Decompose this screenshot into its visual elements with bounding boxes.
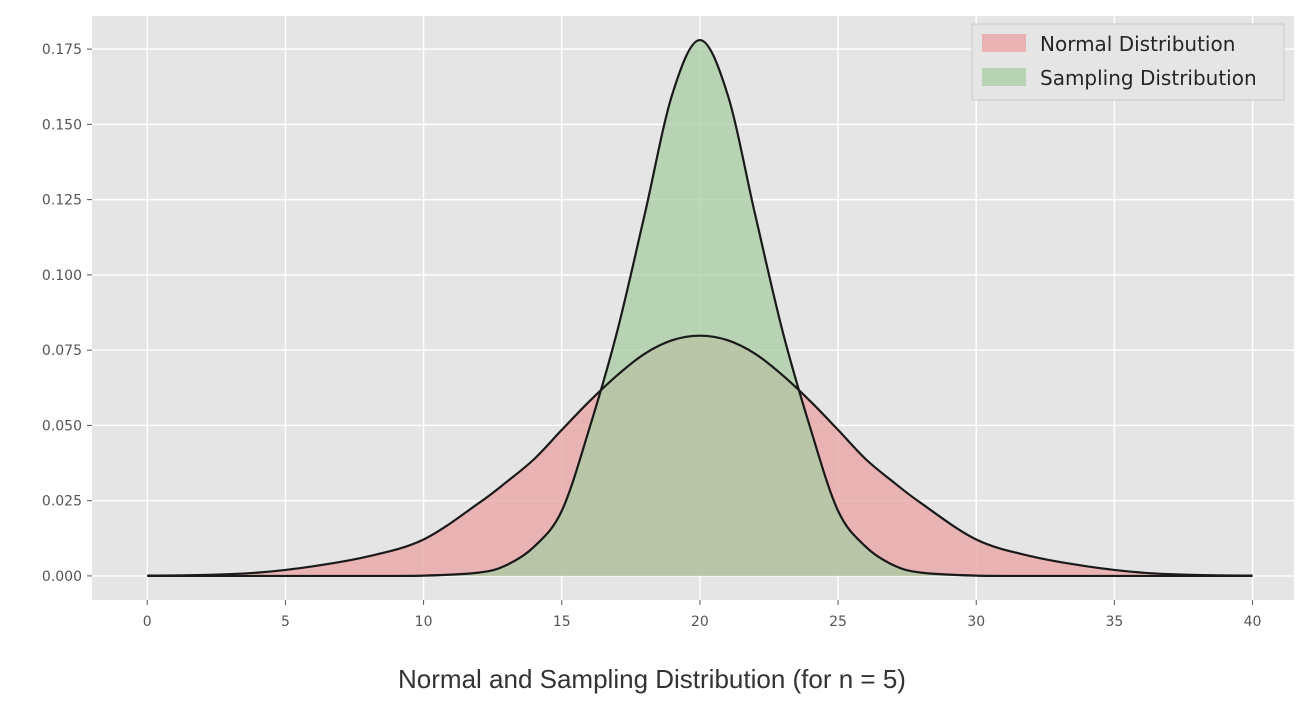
y-tick-label: 0.050 [42, 418, 82, 434]
series-line-normal [147, 334, 1253, 577]
x-tick-label: 35 [1105, 614, 1123, 630]
y-tick-label: 0.150 [42, 117, 82, 133]
series-areas [147, 38, 1253, 578]
x-tick-label: 30 [967, 614, 985, 630]
x-tick-label: 25 [829, 614, 847, 630]
x-tick-label: 0 [143, 614, 152, 630]
legend-label-sampling: Sampling Distribution [1040, 66, 1257, 90]
x-tick-label: 40 [1244, 614, 1262, 630]
legend-swatch-sampling [982, 68, 1026, 86]
y-tick-label: 0.100 [42, 268, 82, 284]
legend: Normal Distribution Sampling Distributio… [971, 23, 1285, 101]
y-tick-label: 0.175 [42, 42, 82, 58]
y-tick-label: 0.125 [42, 193, 82, 209]
series-line-sampling [147, 38, 1253, 578]
y-tick-label: 0.075 [42, 343, 82, 359]
x-tick-label: 15 [553, 614, 571, 630]
chart-caption: Normal and Sampling Distribution (for n … [398, 664, 906, 694]
y-tick-label: 0.000 [42, 569, 82, 585]
legend-label-normal: Normal Distribution [1040, 32, 1235, 56]
x-tick-label: 5 [281, 614, 290, 630]
y-tick-label: 0.025 [42, 494, 82, 510]
tick-labels: 0 5 10 15 20 25 30 35 40 0.000 0.025 0.050 0.075 0.10… [42, 42, 1262, 630]
x-tick-label: 20 [691, 614, 709, 630]
x-tick-label: 10 [415, 614, 433, 630]
series-area-sampling [147, 40, 1253, 576]
legend-swatch-normal [982, 34, 1026, 52]
